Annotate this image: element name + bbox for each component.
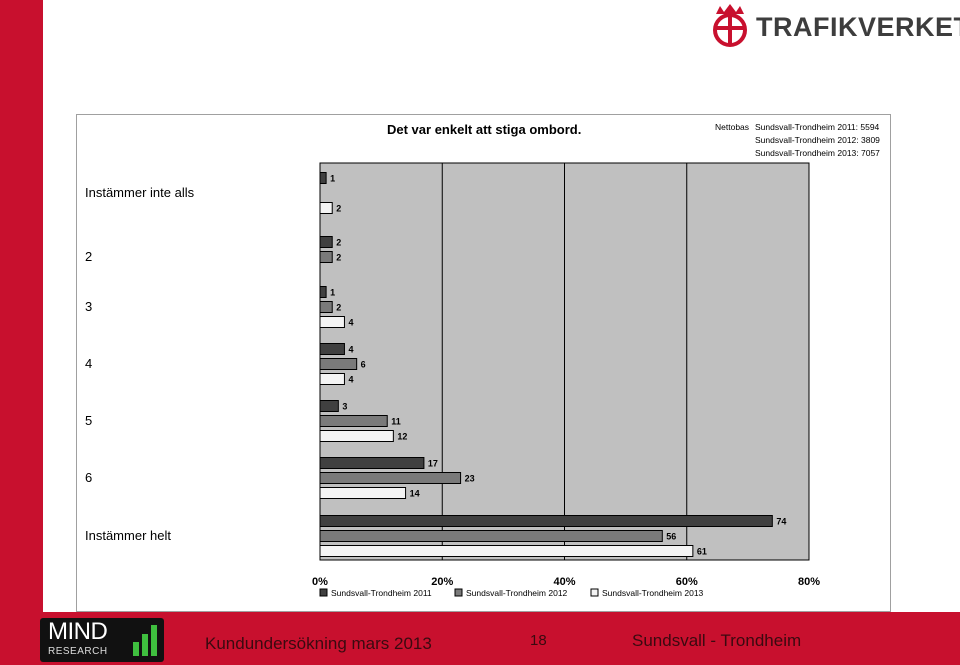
data-label: 23 bbox=[465, 474, 475, 484]
data-label: 4 bbox=[348, 345, 353, 355]
bar bbox=[319, 515, 773, 527]
bar bbox=[319, 415, 388, 427]
data-label: 2 bbox=[336, 303, 341, 313]
data-label: 56 bbox=[666, 532, 676, 542]
category-label: 2 bbox=[85, 249, 93, 264]
x-tick-label: 60% bbox=[676, 576, 698, 588]
category-label: Instämmer helt bbox=[85, 528, 171, 543]
data-label: 14 bbox=[410, 489, 420, 499]
category-label: 3 bbox=[85, 299, 93, 314]
data-label: 3 bbox=[342, 402, 347, 412]
data-label: 1 bbox=[330, 288, 335, 298]
bar bbox=[319, 487, 407, 499]
bar bbox=[319, 202, 333, 214]
data-label: 12 bbox=[397, 432, 407, 442]
signal-bars-icon bbox=[133, 625, 157, 656]
data-label: 74 bbox=[776, 517, 786, 527]
crown-emblem-icon bbox=[713, 4, 747, 47]
data-label: 2 bbox=[336, 253, 341, 263]
footer-survey-text: Kundundersökning mars 2013 bbox=[205, 634, 432, 653]
footer-page-number: 18 bbox=[530, 632, 547, 649]
bar bbox=[319, 400, 339, 412]
research-logo-text: RESEARCH bbox=[48, 646, 108, 657]
data-label: 11 bbox=[391, 417, 401, 427]
nettobas-entry: Sundsvall-Trondheim 2011: 5594 bbox=[755, 122, 880, 132]
category-label: 4 bbox=[85, 356, 93, 371]
left-accent-bar bbox=[0, 0, 43, 612]
bar bbox=[319, 530, 663, 542]
data-label: 2 bbox=[336, 238, 341, 248]
legend-swatch bbox=[454, 588, 463, 597]
chart-title: Det var enkelt att stiga ombord. bbox=[387, 122, 582, 137]
bar bbox=[319, 316, 345, 328]
mind-research-logo: MIND RESEARCH bbox=[40, 618, 164, 662]
nettobas-entry: Sundsvall-Trondheim 2012: 3809 bbox=[755, 135, 880, 145]
data-label: 4 bbox=[348, 375, 353, 385]
x-tick-label: 80% bbox=[798, 576, 820, 588]
x-tick-label: 20% bbox=[431, 576, 453, 588]
data-label: 2 bbox=[336, 204, 341, 214]
trafikverket-logo: TRAFIKVERKET bbox=[710, 4, 960, 48]
bar bbox=[319, 236, 333, 248]
bar bbox=[319, 358, 358, 370]
nettobas-label: Nettobas bbox=[715, 122, 750, 132]
legend-swatch bbox=[319, 588, 328, 597]
bar bbox=[319, 172, 327, 184]
legend-label: Sundsvall-Trondheim 2013 bbox=[602, 588, 704, 598]
x-tick-label: 40% bbox=[553, 576, 575, 588]
data-label: 61 bbox=[697, 547, 707, 557]
bar bbox=[319, 472, 462, 484]
data-label: 4 bbox=[348, 318, 353, 328]
nettobas-entry: Sundsvall-Trondheim 2013: 7057 bbox=[755, 148, 880, 158]
bar bbox=[319, 301, 333, 313]
bar bbox=[319, 343, 345, 355]
data-label: 6 bbox=[361, 360, 366, 370]
category-label: Instämmer inte alls bbox=[85, 185, 195, 200]
legend-swatch bbox=[590, 588, 599, 597]
bar bbox=[319, 286, 327, 298]
data-label: 1 bbox=[330, 174, 335, 184]
bar bbox=[319, 373, 345, 385]
category-label: 5 bbox=[85, 413, 93, 428]
bar-chart: 0% 20% 40% 60% 80%12221244643111217231474566… bbox=[312, 162, 820, 598]
logo-text: TRAFIKVERKET bbox=[756, 12, 960, 42]
mind-logo-text: MIND bbox=[48, 618, 108, 645]
footer-route-text: Sundsvall - Trondheim bbox=[632, 631, 802, 650]
data-label: 17 bbox=[428, 459, 438, 469]
legend-label: Sundsvall-Trondheim 2011 bbox=[331, 588, 432, 598]
bar bbox=[319, 430, 394, 442]
bar bbox=[319, 251, 333, 263]
bar bbox=[319, 545, 694, 557]
x-tick-label: 0% bbox=[312, 576, 328, 588]
legend-label: Sundsvall-Trondheim 2012 bbox=[466, 588, 568, 598]
category-label: 6 bbox=[85, 470, 93, 485]
bar bbox=[319, 457, 425, 469]
